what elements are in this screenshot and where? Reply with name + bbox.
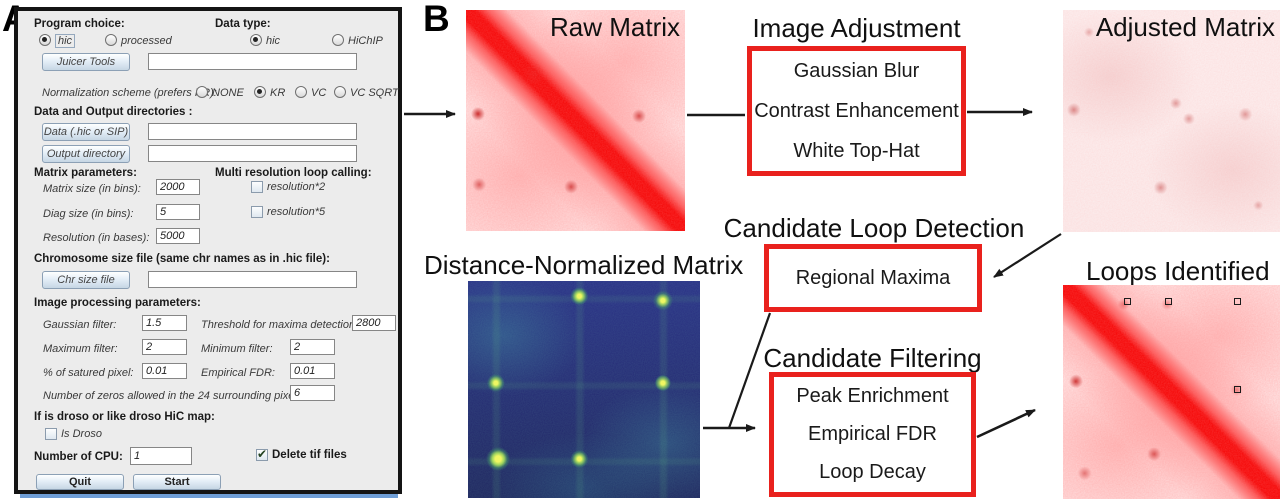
data-dir-input[interactable] xyxy=(148,123,357,140)
data-type-header: Data type: xyxy=(215,18,271,30)
loop-marker xyxy=(1234,297,1242,305)
cpu-label: Number of CPU: xyxy=(34,451,123,463)
checkbox-delete-tif-label[interactable]: Delete tif files xyxy=(272,449,347,461)
radio-norm-vc[interactable] xyxy=(295,86,307,98)
empirical-fdr-input[interactable] xyxy=(290,363,335,379)
radio-program-hic[interactable] xyxy=(39,34,51,46)
matrix-size-label: Matrix size (in bins): xyxy=(43,183,141,195)
loop-marker xyxy=(1234,385,1242,393)
adjusted-matrix-image: Adjusted Matrix xyxy=(1063,10,1280,232)
droso-header: If is droso or like droso HiC map: xyxy=(34,411,215,423)
radio-datatype-hichip-label[interactable]: HiChIP xyxy=(348,35,383,47)
arrow-filtering-to-loops xyxy=(976,408,1036,439)
loop-marker xyxy=(1164,297,1172,305)
normalization-label: Normalization scheme (prefers KR): xyxy=(42,87,217,99)
juicer-tools-button[interactable]: Juicer Tools xyxy=(42,53,130,71)
step-loop-detection-title: Candidate Loop Detection xyxy=(723,213,1025,243)
dnm-noise xyxy=(468,281,700,498)
diag-size-label: Diag size (in bins): xyxy=(43,208,134,220)
step-candidate-filtering-title: Candidate Filtering xyxy=(763,343,982,373)
checkbox-resolution5[interactable] xyxy=(251,206,263,218)
radio-program-processed[interactable] xyxy=(105,34,117,46)
radio-norm-vc-label[interactable]: VC xyxy=(311,87,327,99)
image-params-header: Image processing parameters: xyxy=(34,297,201,309)
start-button[interactable]: Start xyxy=(133,474,221,490)
checkbox-resolution5-label[interactable]: resolution*5 xyxy=(267,206,326,218)
zeros-input[interactable] xyxy=(290,385,335,401)
matrix-params-header: Matrix parameters: xyxy=(34,167,137,179)
chr-file-button[interactable]: Chr size file xyxy=(42,271,130,289)
zeros-label: Number of zeros allowed in the 24 surrou… xyxy=(43,390,306,402)
raw-matrix-image: Raw Matrix xyxy=(466,10,685,231)
radio-norm-kr[interactable] xyxy=(254,86,266,98)
matrix-size-input[interactable] xyxy=(156,179,200,195)
step-candidate-filtering-box: Peak Enrichment Empirical FDR Loop Decay xyxy=(769,372,976,497)
step-image-adjustment-title: Image Adjustment xyxy=(752,13,961,43)
panel-b-label: B xyxy=(423,0,450,39)
minimum-filter-label: Minimum filter: xyxy=(201,343,273,355)
radio-norm-vcsqrt-label[interactable]: VC SQRT xyxy=(350,87,399,99)
dnm-title: Distance-Normalized Matrix xyxy=(424,250,744,280)
sip-gui-window: Program choice: Data type: hic processed… xyxy=(14,7,402,494)
resolution-input[interactable] xyxy=(156,228,200,244)
checkbox-is-droso-label[interactable]: Is Droso xyxy=(61,428,102,440)
step-image-adjustment-box: Gaussian Blur Contrast Enhancement White… xyxy=(747,46,966,176)
loops-identified-matrix-image xyxy=(1063,285,1280,499)
checkbox-resolution2-label[interactable]: resolution*2 xyxy=(267,181,326,193)
adjusted-matrix-title: Adjusted Matrix xyxy=(1095,12,1275,42)
diag-size-input[interactable] xyxy=(156,204,200,220)
raw-matrix-title: Raw Matrix xyxy=(549,12,680,42)
chr-file-input[interactable] xyxy=(148,271,357,288)
chr-file-header: Chromosome size file (same chr names as … xyxy=(34,253,330,265)
checkbox-is-droso[interactable] xyxy=(45,428,57,440)
output-dir-input[interactable] xyxy=(148,145,357,162)
raw-matrix-noise xyxy=(466,10,685,231)
gaussian-filter-input[interactable] xyxy=(142,315,187,331)
loops-title: Loops Identified xyxy=(1086,256,1270,286)
threshold-input[interactable] xyxy=(352,315,396,331)
program-choice-header: Program choice: xyxy=(34,18,125,30)
cpu-input[interactable] xyxy=(130,447,192,465)
resolution-label: Resolution (in bases): xyxy=(43,232,150,244)
step-item: White Top-Hat xyxy=(793,139,920,162)
radio-datatype-hichip[interactable] xyxy=(332,34,344,46)
step-item: Peak Enrichment xyxy=(796,384,949,407)
satured-pixel-input[interactable] xyxy=(142,363,187,379)
radio-program-hic-label[interactable]: hic xyxy=(55,34,76,48)
radio-norm-vcsqrt[interactable] xyxy=(334,86,346,98)
minimum-filter-input[interactable] xyxy=(290,339,335,355)
window-bottom-edge xyxy=(20,494,398,498)
juicer-tools-input[interactable] xyxy=(148,53,357,70)
step-loop-detection-box: Regional Maxima xyxy=(764,244,982,312)
output-dir-button[interactable]: Output directory xyxy=(42,145,130,163)
maximum-filter-label: Maximum filter: xyxy=(43,343,118,355)
gaussian-filter-label: Gaussian filter: xyxy=(43,319,117,331)
checkbox-delete-tif[interactable] xyxy=(256,447,268,461)
radio-program-processed-label[interactable]: processed xyxy=(121,35,172,47)
checkbox-resolution2[interactable] xyxy=(251,181,263,193)
adjusted-matrix-noise xyxy=(1063,10,1280,232)
radio-norm-kr-label[interactable]: KR xyxy=(270,87,286,99)
radio-datatype-hic[interactable] xyxy=(250,34,262,46)
radio-norm-none-label[interactable]: NONE xyxy=(212,87,244,99)
radio-datatype-hic-label[interactable]: hic xyxy=(266,35,281,47)
step-item: Loop Decay xyxy=(819,461,926,484)
distance-normalized-matrix-image xyxy=(468,281,700,498)
satured-pixel-label: % of satured pixel: xyxy=(43,367,134,379)
step-item: Gaussian Blur xyxy=(793,59,920,82)
step-item: Regional Maxima xyxy=(795,266,951,289)
multi-res-header: Multi resolution loop calling: xyxy=(215,167,372,179)
directories-header: Data and Output directories : xyxy=(34,106,193,118)
step-item: Contrast Enhancement xyxy=(754,99,959,122)
maximum-filter-input[interactable] xyxy=(142,339,187,355)
loops-matrix-noise xyxy=(1063,285,1280,499)
data-dir-button[interactable]: Data (.hic or SIP) xyxy=(42,123,130,141)
threshold-label: Threshold for maxima detection: xyxy=(201,319,359,331)
loop-marker xyxy=(1123,297,1131,305)
radio-norm-none[interactable] xyxy=(196,86,208,98)
quit-button[interactable]: Quit xyxy=(36,474,124,490)
empirical-fdr-label: Empirical FDR: xyxy=(201,367,275,379)
step-item: Empirical FDR xyxy=(808,422,937,445)
